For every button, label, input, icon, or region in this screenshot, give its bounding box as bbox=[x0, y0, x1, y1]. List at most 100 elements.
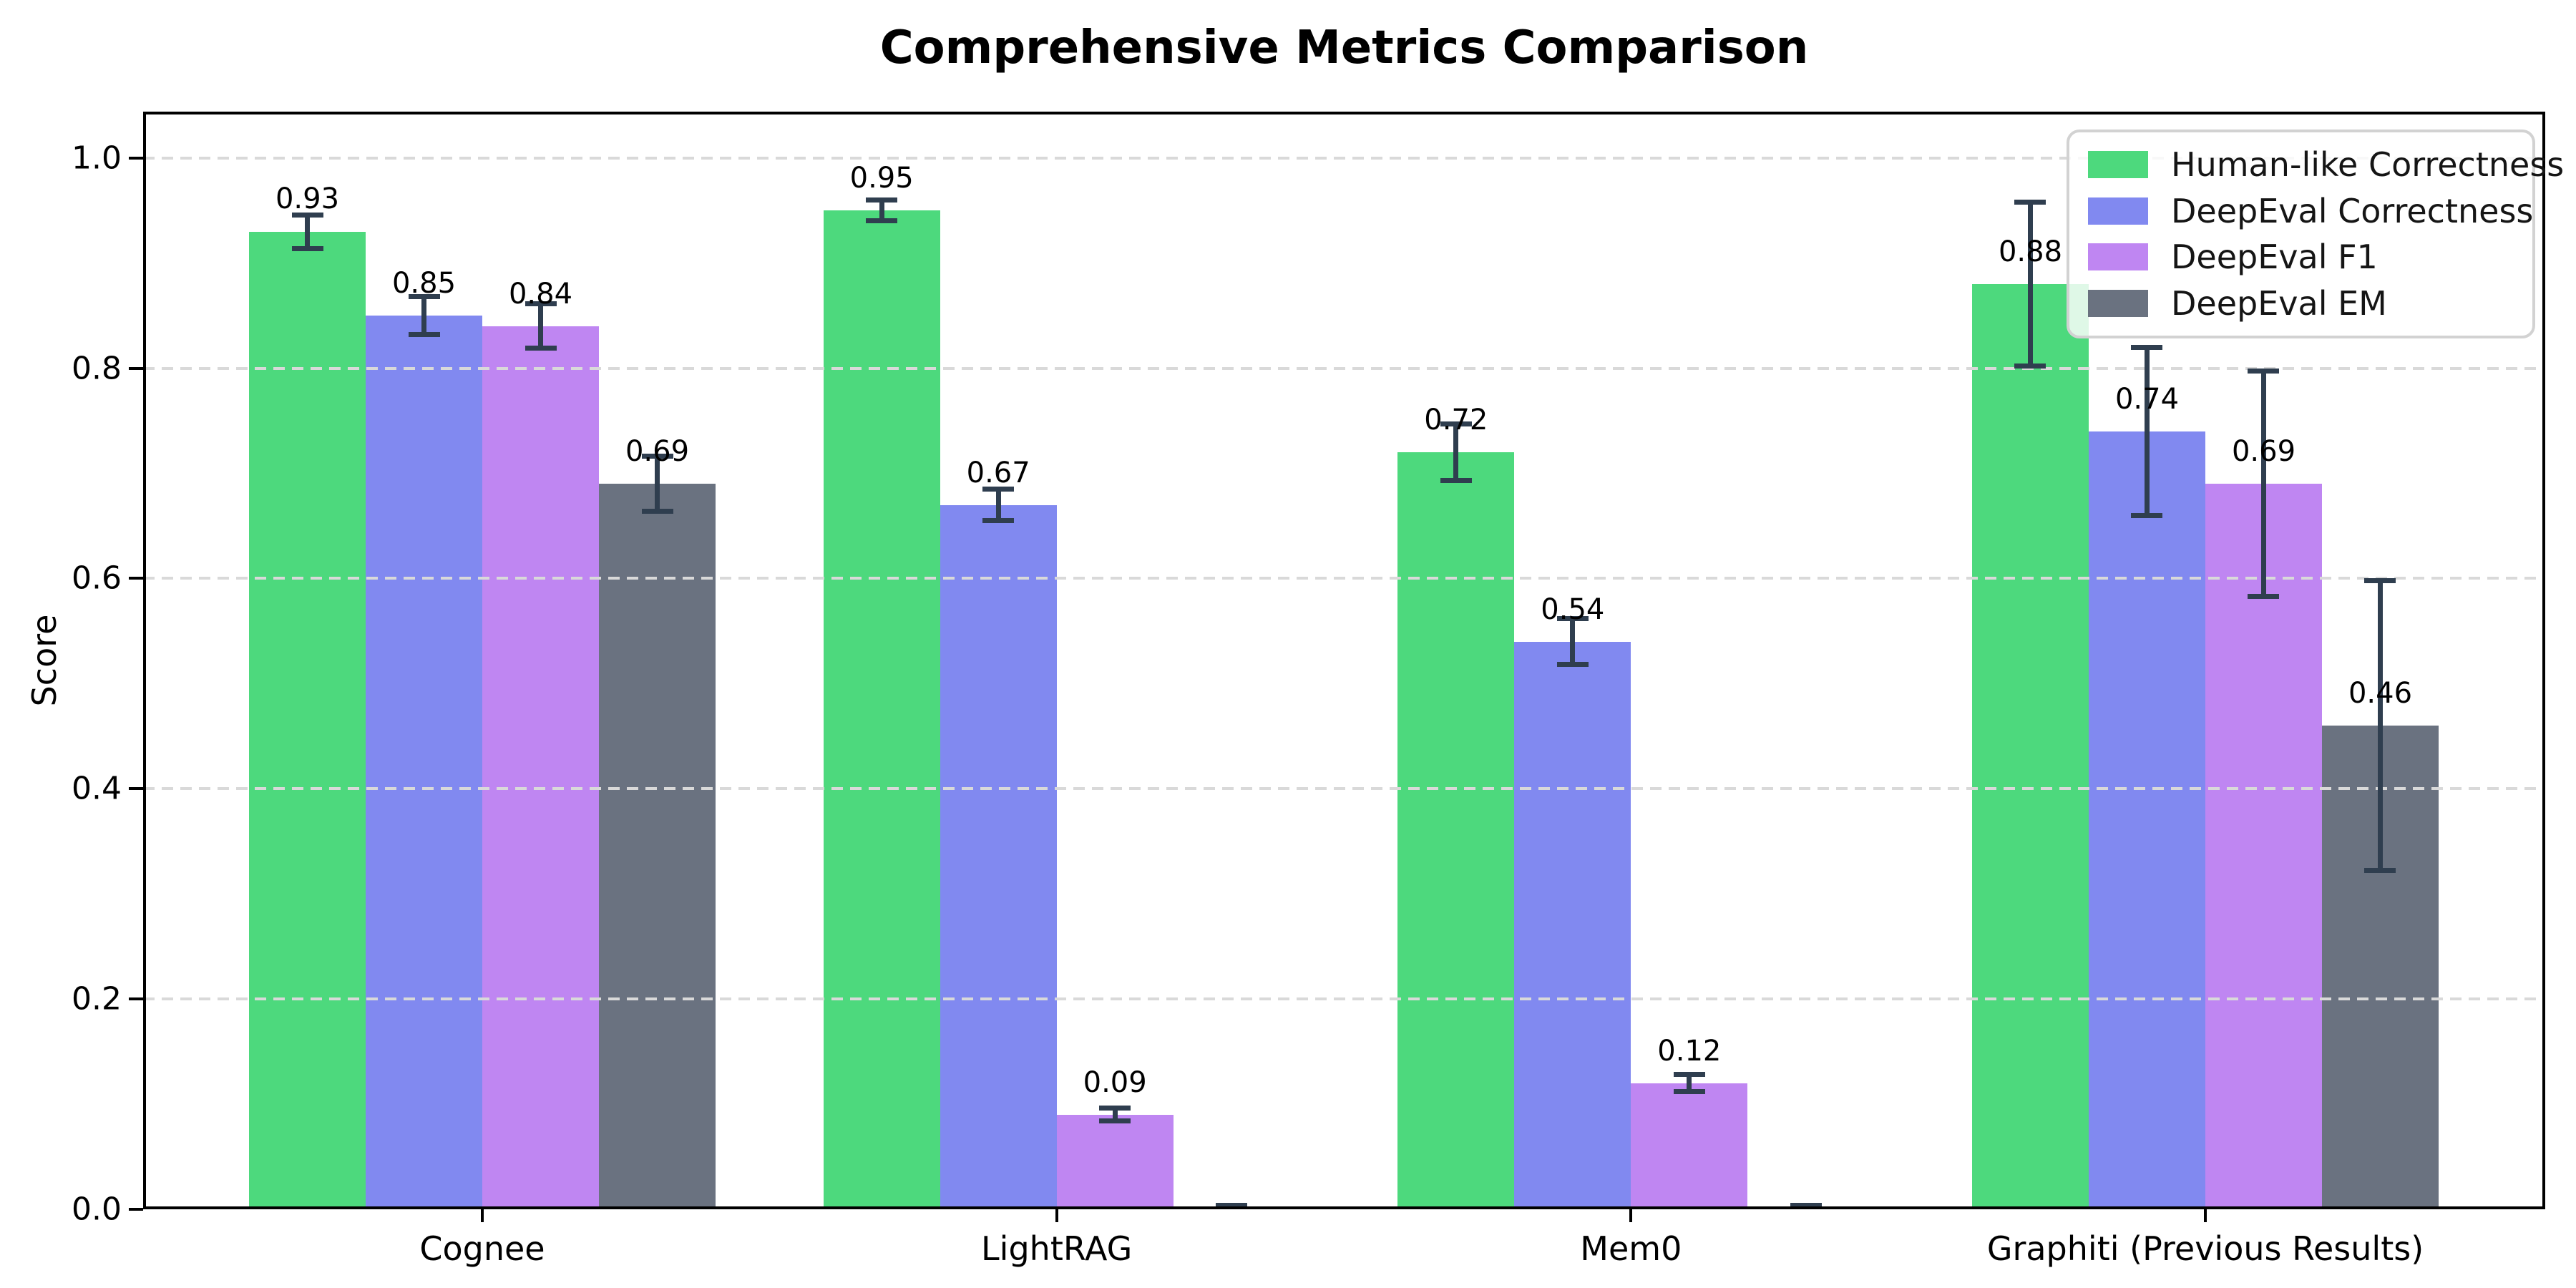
error-bar-cap bbox=[1673, 1072, 1705, 1078]
bar-value-label: 0.69 bbox=[2231, 435, 2296, 469]
legend-label: DeepEval Correctness bbox=[2171, 191, 2534, 230]
error-bar bbox=[655, 456, 660, 512]
error-bar-cap bbox=[2131, 512, 2163, 518]
legend-swatch bbox=[2088, 289, 2148, 317]
y-tick-label: 1.0 bbox=[72, 140, 122, 177]
y-tick-label: 0.4 bbox=[72, 770, 122, 807]
y-axis-tick bbox=[129, 997, 143, 1001]
bar-value-label: 0.95 bbox=[849, 162, 914, 195]
error-bar-cap bbox=[2248, 369, 2280, 374]
plot-area: 0.93 0.85 0.84 0.69 0.95 0.67 0.09 0.72 0.54 0.12… bbox=[143, 112, 2545, 1209]
bar-value-label: 0.46 bbox=[2348, 677, 2413, 711]
y-axis-tick bbox=[129, 577, 143, 580]
error-bar bbox=[2377, 580, 2383, 871]
bar bbox=[1971, 283, 2089, 1209]
error-bar bbox=[1570, 618, 1576, 665]
y-axis-label: Score bbox=[25, 614, 64, 707]
bar-value-label: 0.69 bbox=[625, 435, 690, 469]
x-tick-label: Mem0 bbox=[1580, 1229, 1682, 1268]
error-bar bbox=[879, 200, 884, 221]
bar bbox=[599, 484, 716, 1209]
y-tick-label: 0.2 bbox=[72, 980, 122, 1018]
error-bar bbox=[995, 489, 1001, 521]
chart-title: Comprehensive Metrics Comparison bbox=[879, 21, 1809, 74]
error-bar-cap bbox=[982, 487, 1015, 492]
error-bar bbox=[1453, 424, 1459, 481]
y-tick-label: 0.6 bbox=[72, 560, 122, 597]
error-bar-cap bbox=[525, 346, 557, 351]
legend: Human-like Correctness DeepEval Correctne… bbox=[2067, 130, 2564, 338]
error-bar-cap bbox=[291, 245, 323, 251]
y-axis-tick bbox=[129, 156, 143, 160]
y-tick-label: 0.0 bbox=[72, 1191, 122, 1228]
grid-line bbox=[143, 366, 2545, 370]
error-bar-cap bbox=[2364, 868, 2396, 874]
bar bbox=[1631, 1083, 1748, 1209]
error-bar bbox=[421, 296, 426, 335]
bar bbox=[1514, 641, 1631, 1209]
x-axis-tick bbox=[481, 1209, 484, 1222]
bar-value-label: 0.93 bbox=[275, 182, 340, 216]
error-bar-cap bbox=[1216, 1202, 1248, 1208]
bar bbox=[2205, 484, 2322, 1209]
grid-line bbox=[143, 156, 2545, 160]
x-tick-label: Graphiti (Previous Results) bbox=[1986, 1229, 2424, 1268]
error-bar-cap bbox=[408, 294, 440, 300]
bar bbox=[1056, 1114, 1174, 1209]
x-tick-label: LightRAG bbox=[981, 1229, 1133, 1268]
error-bar bbox=[2027, 202, 2033, 366]
error-bar-cap bbox=[1556, 615, 1589, 621]
grid-line bbox=[143, 577, 2545, 580]
legend-label: DeepEval F1 bbox=[2171, 238, 2378, 277]
y-tick-label: 0.8 bbox=[72, 350, 122, 387]
error-bar-cap bbox=[1099, 1106, 1131, 1111]
legend-item: DeepEval Correctness bbox=[2088, 191, 2534, 230]
x-tick-label: Cognee bbox=[419, 1229, 545, 1268]
error-bar-cap bbox=[525, 301, 557, 307]
error-bar-cap bbox=[1099, 1118, 1131, 1124]
error-bar-cap bbox=[982, 518, 1015, 524]
legend-label: DeepEval EM bbox=[2171, 283, 2387, 323]
x-axis-tick bbox=[2203, 1209, 2207, 1222]
bar-value-label: 0.84 bbox=[508, 277, 573, 311]
legend-swatch bbox=[2088, 197, 2148, 225]
error-bar-cap bbox=[866, 218, 898, 224]
bar bbox=[940, 504, 1057, 1209]
error-bar-cap bbox=[1440, 421, 1472, 426]
bar-value-label: 0.67 bbox=[966, 456, 1030, 489]
error-bar-cap bbox=[291, 212, 323, 218]
bar bbox=[249, 231, 366, 1209]
error-bar-cap bbox=[1440, 478, 1472, 484]
legend-swatch bbox=[2088, 243, 2148, 271]
bar-value-label: 0.72 bbox=[1424, 404, 1488, 437]
error-bar bbox=[2260, 371, 2266, 597]
error-bar bbox=[305, 215, 310, 249]
bar-value-label: 0.88 bbox=[1998, 235, 2063, 268]
error-bar-cap bbox=[2248, 593, 2280, 599]
bar bbox=[2088, 431, 2205, 1209]
bar-value-label: 0.74 bbox=[2114, 382, 2180, 416]
grid-line bbox=[143, 997, 2545, 1001]
y-axis-tick bbox=[129, 787, 143, 791]
error-bar-cap bbox=[408, 332, 440, 338]
x-axis-tick bbox=[1629, 1209, 1633, 1222]
legend-item: Human-like Correctness bbox=[2088, 145, 2564, 184]
error-bar-cap bbox=[866, 197, 898, 203]
x-axis-tick bbox=[1055, 1209, 1058, 1222]
error-bar-cap bbox=[2364, 577, 2396, 583]
error-bar-cap bbox=[641, 508, 673, 514]
error-bar-cap bbox=[2014, 199, 2046, 205]
legend-item: DeepEval F1 bbox=[2088, 238, 2532, 276]
legend-label: Human-like Correctness bbox=[2171, 145, 2565, 185]
error-bar bbox=[1687, 1074, 1692, 1092]
error-bar-cap bbox=[1790, 1202, 1822, 1208]
error-bar-cap bbox=[1673, 1088, 1705, 1094]
error-bar bbox=[538, 303, 543, 348]
bar-value-label: 0.54 bbox=[1541, 592, 1605, 626]
grid-line bbox=[143, 787, 2545, 791]
bar bbox=[823, 210, 940, 1209]
bar bbox=[366, 316, 482, 1209]
error-bar-cap bbox=[2014, 364, 2046, 369]
bar bbox=[482, 326, 599, 1209]
